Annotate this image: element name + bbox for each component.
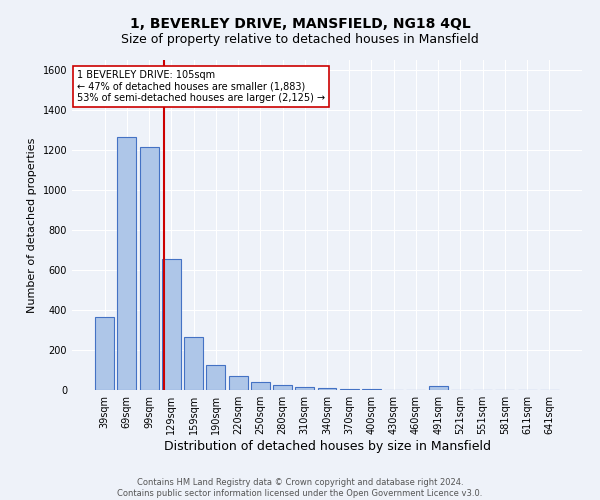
Bar	[206, 365, 225, 390]
Bar	[184, 337, 203, 390]
Text: 1 BEVERLEY DRIVE: 105sqm
← 47% of detached houses are smaller (1,883)
53% of sem: 1 BEVERLEY DRIVE: 105sqm ← 47% of detach…	[77, 70, 325, 103]
Bar	[140, 147, 158, 390]
Bar	[295, 387, 314, 390]
Text: Size of property relative to detached houses in Mansfield: Size of property relative to detached ho…	[121, 32, 479, 46]
Bar	[162, 259, 181, 390]
Text: Contains HM Land Registry data © Crown copyright and database right 2024.
Contai: Contains HM Land Registry data © Crown c…	[118, 478, 482, 498]
Bar	[340, 388, 359, 390]
X-axis label: Distribution of detached houses by size in Mansfield: Distribution of detached houses by size …	[163, 440, 491, 453]
Text: 1, BEVERLEY DRIVE, MANSFIELD, NG18 4QL: 1, BEVERLEY DRIVE, MANSFIELD, NG18 4QL	[130, 18, 470, 32]
Bar	[95, 317, 114, 390]
Bar	[229, 376, 248, 390]
Bar	[251, 382, 270, 390]
Bar	[118, 137, 136, 390]
Bar	[429, 386, 448, 390]
Bar	[273, 386, 292, 390]
Y-axis label: Number of detached properties: Number of detached properties	[27, 138, 37, 312]
Bar	[362, 389, 381, 390]
Bar	[317, 388, 337, 390]
